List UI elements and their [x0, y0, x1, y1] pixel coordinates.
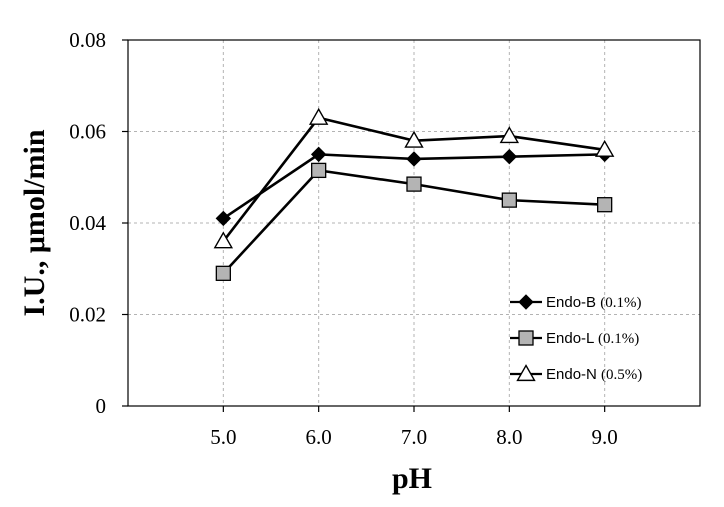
legend-label: Endo-B (0.1%) — [546, 294, 641, 311]
data-point-triangle — [499, 126, 520, 144]
data-point-triangle — [213, 231, 234, 249]
data-point-diamond — [501, 148, 518, 165]
x-axis-title: pH — [392, 462, 432, 495]
data-point-square — [597, 197, 613, 213]
data-point-square — [311, 162, 327, 179]
y-tick-label: 0.04 — [69, 211, 106, 235]
data-point-diamond — [406, 151, 422, 167]
y-tick-label: 0.06 — [69, 120, 106, 144]
legend-item-endo-l: Endo-L (0.1%) — [510, 330, 639, 347]
legend: Endo-B (0.1%) Endo-L (0.1%) Endo-N (0.5%) — [510, 294, 642, 383]
legend-label: Endo-L (0.1%) — [546, 330, 639, 347]
grid-lines — [128, 39, 700, 406]
legend-marker-triangle — [516, 364, 536, 382]
y-tick-label: 0 — [96, 394, 107, 418]
y-axis-title: I.U., μmol/min — [18, 129, 51, 316]
y-tick-label: 0.02 — [69, 303, 106, 327]
axis-ticks: 0 0.02 0.04 0.06 0.08 5.0 6.0 7.0 8.0 9.0 — [69, 28, 618, 449]
data-point-square — [501, 192, 517, 208]
x-tick-label: 5.0 — [210, 425, 236, 449]
x-tick-label: 9.0 — [592, 425, 618, 449]
legend-marker-diamond — [518, 294, 534, 310]
y-tick-label: 0.08 — [69, 28, 106, 52]
data-point-triangle — [308, 107, 329, 125]
legend-item-endo-b: Endo-B (0.1%) — [510, 294, 641, 311]
data-point-triangle — [404, 130, 424, 148]
data-point-diamond — [310, 146, 327, 163]
series-group — [213, 107, 615, 281]
legend-item-endo-n: Endo-N (0.5%) — [510, 364, 642, 383]
legend-label: Endo-N (0.5%) — [546, 366, 642, 383]
series-endo-n — [213, 107, 615, 249]
data-point-triangle — [594, 139, 615, 157]
data-point-diamond — [215, 210, 232, 227]
data-point-square — [215, 265, 231, 281]
x-tick-label: 6.0 — [306, 425, 332, 449]
legend-marker-square — [518, 330, 534, 346]
data-point-square — [406, 176, 422, 192]
x-tick-label: 7.0 — [401, 425, 427, 449]
series-endo-b — [215, 146, 613, 227]
series-endo-l — [215, 162, 613, 281]
x-tick-label: 8.0 — [496, 425, 522, 449]
